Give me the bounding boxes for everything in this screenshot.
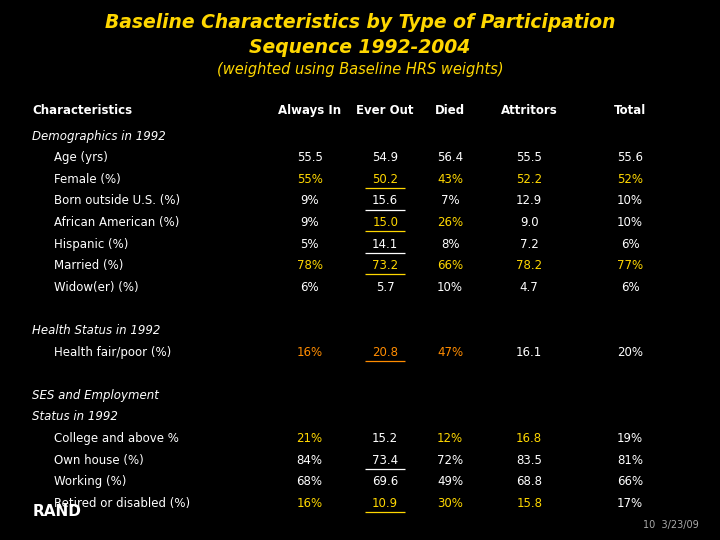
- Text: 15.0: 15.0: [372, 216, 398, 229]
- Text: 9%: 9%: [300, 194, 319, 207]
- Text: Born outside U.S. (%): Born outside U.S. (%): [54, 194, 180, 207]
- Text: 10%: 10%: [617, 216, 643, 229]
- Text: College and above %: College and above %: [54, 432, 179, 445]
- Text: 83.5: 83.5: [516, 454, 542, 467]
- Text: 14.1: 14.1: [372, 238, 398, 251]
- Text: 19%: 19%: [617, 432, 643, 445]
- Text: 16%: 16%: [297, 497, 323, 510]
- Text: Female (%): Female (%): [54, 173, 121, 186]
- Text: 5%: 5%: [300, 238, 319, 251]
- Text: 47%: 47%: [437, 346, 463, 359]
- Text: 17%: 17%: [617, 497, 643, 510]
- Text: 56.4: 56.4: [437, 151, 463, 164]
- Text: 16.1: 16.1: [516, 346, 542, 359]
- Text: RAND: RAND: [32, 504, 81, 519]
- Text: 20.8: 20.8: [372, 346, 398, 359]
- Text: 77%: 77%: [617, 259, 643, 272]
- Text: 68.8: 68.8: [516, 475, 542, 488]
- Text: 12%: 12%: [437, 432, 463, 445]
- Text: 81%: 81%: [617, 454, 643, 467]
- Text: 7%: 7%: [441, 194, 459, 207]
- Text: 52%: 52%: [617, 173, 643, 186]
- Text: SES and Employment: SES and Employment: [32, 389, 159, 402]
- Text: 66%: 66%: [617, 475, 643, 488]
- Text: 12.9: 12.9: [516, 194, 542, 207]
- Text: 15.8: 15.8: [516, 497, 542, 510]
- Text: 69.6: 69.6: [372, 475, 398, 488]
- Text: 16%: 16%: [297, 346, 323, 359]
- Text: Demographics in 1992: Demographics in 1992: [32, 130, 166, 143]
- Text: 16.8: 16.8: [516, 432, 542, 445]
- Text: 10.9: 10.9: [372, 497, 398, 510]
- Text: Ever Out: Ever Out: [356, 104, 414, 117]
- Text: 78.2: 78.2: [516, 259, 542, 272]
- Text: 26%: 26%: [437, 216, 463, 229]
- Text: 9.0: 9.0: [520, 216, 539, 229]
- Text: 73.4: 73.4: [372, 454, 398, 467]
- Text: 72%: 72%: [437, 454, 463, 467]
- Text: 84%: 84%: [297, 454, 323, 467]
- Text: Attritors: Attritors: [501, 104, 557, 117]
- Text: 78%: 78%: [297, 259, 323, 272]
- Text: 30%: 30%: [437, 497, 463, 510]
- Text: Died: Died: [435, 104, 465, 117]
- Text: 55%: 55%: [297, 173, 323, 186]
- Text: 20%: 20%: [617, 346, 643, 359]
- Text: 55.6: 55.6: [617, 151, 643, 164]
- Text: Baseline Characteristics by Type of Participation: Baseline Characteristics by Type of Part…: [104, 14, 616, 32]
- Text: Always In: Always In: [278, 104, 341, 117]
- Text: Health Status in 1992: Health Status in 1992: [32, 324, 161, 337]
- Text: Sequence 1992-2004: Sequence 1992-2004: [249, 38, 471, 57]
- Text: Status in 1992: Status in 1992: [32, 410, 118, 423]
- Text: 66%: 66%: [437, 259, 463, 272]
- Text: 6%: 6%: [621, 281, 639, 294]
- Text: Married (%): Married (%): [54, 259, 123, 272]
- Text: 7.2: 7.2: [520, 238, 539, 251]
- Text: 10%: 10%: [617, 194, 643, 207]
- Text: Characteristics: Characteristics: [32, 104, 132, 117]
- Text: 8%: 8%: [441, 238, 459, 251]
- Text: 6%: 6%: [300, 281, 319, 294]
- Text: African American (%): African American (%): [54, 216, 179, 229]
- Text: 10%: 10%: [437, 281, 463, 294]
- Text: 49%: 49%: [437, 475, 463, 488]
- Text: 5.7: 5.7: [376, 281, 395, 294]
- Text: 68%: 68%: [297, 475, 323, 488]
- Text: 55.5: 55.5: [297, 151, 323, 164]
- Text: 6%: 6%: [621, 238, 639, 251]
- Text: 9%: 9%: [300, 216, 319, 229]
- Text: 15.2: 15.2: [372, 432, 398, 445]
- Text: 73.2: 73.2: [372, 259, 398, 272]
- Text: Total: Total: [614, 104, 646, 117]
- Text: 52.2: 52.2: [516, 173, 542, 186]
- Text: Health fair/poor (%): Health fair/poor (%): [54, 346, 171, 359]
- Text: Retired or disabled (%): Retired or disabled (%): [54, 497, 190, 510]
- Text: Widow(er) (%): Widow(er) (%): [54, 281, 139, 294]
- Text: 55.5: 55.5: [516, 151, 542, 164]
- Text: Working (%): Working (%): [54, 475, 127, 488]
- Text: 4.7: 4.7: [520, 281, 539, 294]
- Text: Own house (%): Own house (%): [54, 454, 144, 467]
- Text: 43%: 43%: [437, 173, 463, 186]
- Text: 54.9: 54.9: [372, 151, 398, 164]
- Text: Age (yrs): Age (yrs): [54, 151, 108, 164]
- Text: (weighted using Baseline HRS weights): (weighted using Baseline HRS weights): [217, 62, 503, 77]
- Text: 21%: 21%: [297, 432, 323, 445]
- Text: 50.2: 50.2: [372, 173, 398, 186]
- Text: 15.6: 15.6: [372, 194, 398, 207]
- Text: 10  3/23/09: 10 3/23/09: [643, 520, 698, 530]
- Text: Hispanic (%): Hispanic (%): [54, 238, 128, 251]
